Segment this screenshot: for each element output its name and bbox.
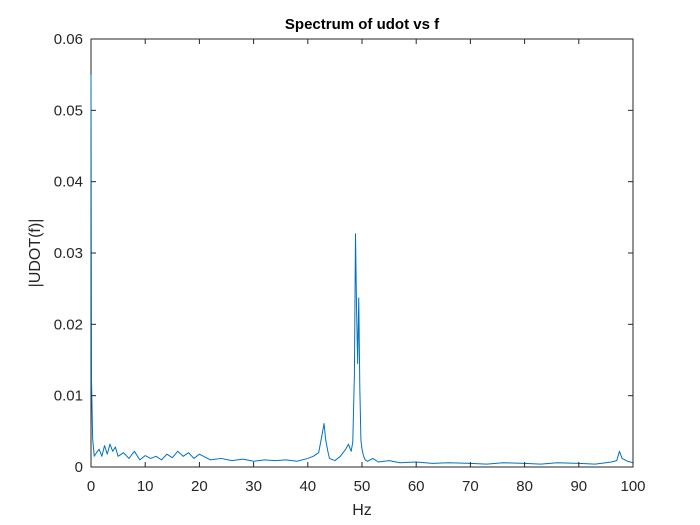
y-tick-label: 0.06	[54, 31, 83, 48]
x-tick-label: 0	[87, 478, 95, 495]
plot-area	[90, 38, 634, 468]
x-tick-label: 100	[620, 478, 645, 495]
spectrum-series-line	[90, 74, 634, 465]
x-tick-labels: 0 10 20 30 40 50 60 70 80 90 100	[87, 478, 646, 495]
x-tick-label: 80	[516, 478, 533, 495]
axis-ticks	[90, 38, 634, 468]
x-tick-label: 50	[354, 478, 371, 495]
y-tick-label: 0.05	[54, 102, 83, 119]
x-tick-label: 40	[299, 478, 316, 495]
x-tick-label: 10	[137, 478, 154, 495]
x-tick-label: 90	[570, 478, 587, 495]
y-tick-label: 0.02	[54, 316, 83, 333]
y-tick-label: 0.01	[54, 388, 83, 405]
y-tick-labels: 0 0.01 0.02 0.03 0.04 0.05 0.06	[54, 31, 83, 476]
x-tick-label: 60	[408, 478, 425, 495]
x-tick-label: 30	[245, 478, 262, 495]
y-tick-label: 0.04	[54, 174, 83, 191]
x-axis-label: Hz	[352, 502, 372, 519]
y-tick-label: 0.03	[54, 245, 83, 262]
y-axis-label: |UDOT(f)|	[27, 219, 44, 288]
plot-frame	[90, 38, 634, 468]
x-tick-label: 70	[462, 478, 479, 495]
y-tick-label: 0	[75, 459, 83, 476]
chart-title: Spectrum of udot vs f	[285, 16, 440, 33]
x-tick-label: 20	[191, 478, 208, 495]
